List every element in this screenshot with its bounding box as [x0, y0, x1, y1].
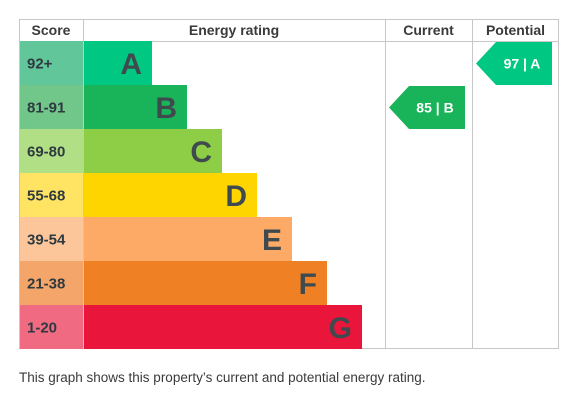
epc-chart: Score Energy rating Current Potential 92+ A 81… [19, 19, 559, 349]
band-bar-a [84, 41, 152, 85]
score-range-e: 39-54 [27, 232, 66, 249]
band-letter-g: G [329, 312, 352, 345]
band-letter-f: F [299, 268, 317, 301]
current-rating-badge-label: 85 | B [416, 100, 453, 116]
score-cell-g [20, 305, 83, 349]
score-cell-f [20, 261, 83, 305]
band-letter-a: A [120, 48, 142, 81]
band-bar-b [84, 85, 187, 129]
header-score: Score [32, 22, 71, 38]
score-range-c: 69-80 [27, 144, 65, 161]
current-rating-badge [389, 86, 465, 129]
band-bar-d [84, 173, 257, 217]
band-letter-e: E [262, 224, 282, 257]
score-cell-d [20, 173, 83, 217]
header-rating: Energy rating [189, 22, 279, 38]
potential-rating-badge-label: 97 | A [504, 56, 541, 72]
score-cell-a [20, 41, 83, 85]
chart-caption: This graph shows this property’s current… [19, 370, 426, 385]
band-bar-g [84, 305, 362, 349]
header-potential: Potential [486, 22, 545, 38]
score-cell-e [20, 217, 83, 261]
band-letter-c: C [190, 136, 212, 169]
band-bar-f [84, 261, 327, 305]
score-range-d: 55-68 [27, 188, 65, 205]
band-bar-c [84, 129, 222, 173]
score-cell-c [20, 129, 83, 173]
band-bar-e [84, 217, 292, 261]
band-letter-d: D [225, 180, 247, 213]
score-range-g: 1-20 [27, 320, 57, 337]
score-range-b: 81-91 [27, 100, 65, 117]
score-range-f: 21-38 [27, 276, 65, 293]
score-cell-b [20, 85, 83, 129]
header-current: Current [403, 22, 454, 38]
band-letter-b: B [155, 92, 177, 125]
potential-rating-badge [476, 42, 552, 85]
score-range-a: 92+ [27, 56, 53, 73]
